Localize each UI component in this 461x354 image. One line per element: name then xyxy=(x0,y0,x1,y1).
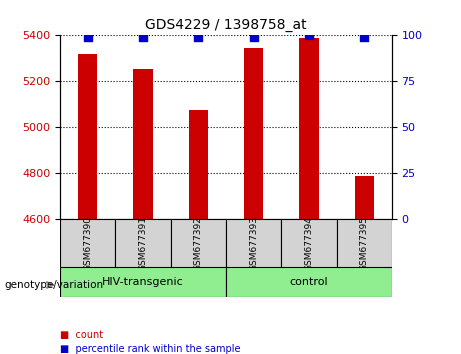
Bar xyxy=(244,48,263,354)
Text: GSM677395: GSM677395 xyxy=(360,216,369,271)
Bar xyxy=(133,69,153,354)
Text: GSM677393: GSM677393 xyxy=(249,216,258,271)
FancyBboxPatch shape xyxy=(60,267,226,297)
FancyBboxPatch shape xyxy=(337,219,392,267)
FancyBboxPatch shape xyxy=(115,219,171,267)
Bar xyxy=(355,176,374,354)
FancyBboxPatch shape xyxy=(226,267,392,297)
Point xyxy=(195,34,202,40)
Text: ■  percentile rank within the sample: ■ percentile rank within the sample xyxy=(60,344,241,354)
Bar xyxy=(78,54,97,354)
Point xyxy=(139,34,147,40)
Point xyxy=(84,34,91,40)
Point xyxy=(361,34,368,40)
FancyBboxPatch shape xyxy=(60,219,115,267)
Text: GSM677391: GSM677391 xyxy=(138,216,148,271)
Title: GDS4229 / 1398758_at: GDS4229 / 1398758_at xyxy=(145,18,307,32)
FancyBboxPatch shape xyxy=(281,219,337,267)
FancyBboxPatch shape xyxy=(226,219,281,267)
Bar xyxy=(189,110,208,354)
Text: GSM677392: GSM677392 xyxy=(194,216,203,271)
Point xyxy=(305,33,313,38)
Text: HIV-transgenic: HIV-transgenic xyxy=(102,277,184,287)
Text: genotype/variation: genotype/variation xyxy=(5,280,104,290)
Text: GSM677390: GSM677390 xyxy=(83,216,92,271)
Bar xyxy=(299,38,319,354)
Text: GSM677394: GSM677394 xyxy=(304,216,313,271)
Text: ■  count: ■ count xyxy=(60,330,103,339)
Text: control: control xyxy=(290,277,328,287)
FancyBboxPatch shape xyxy=(171,219,226,267)
Point xyxy=(250,34,257,40)
